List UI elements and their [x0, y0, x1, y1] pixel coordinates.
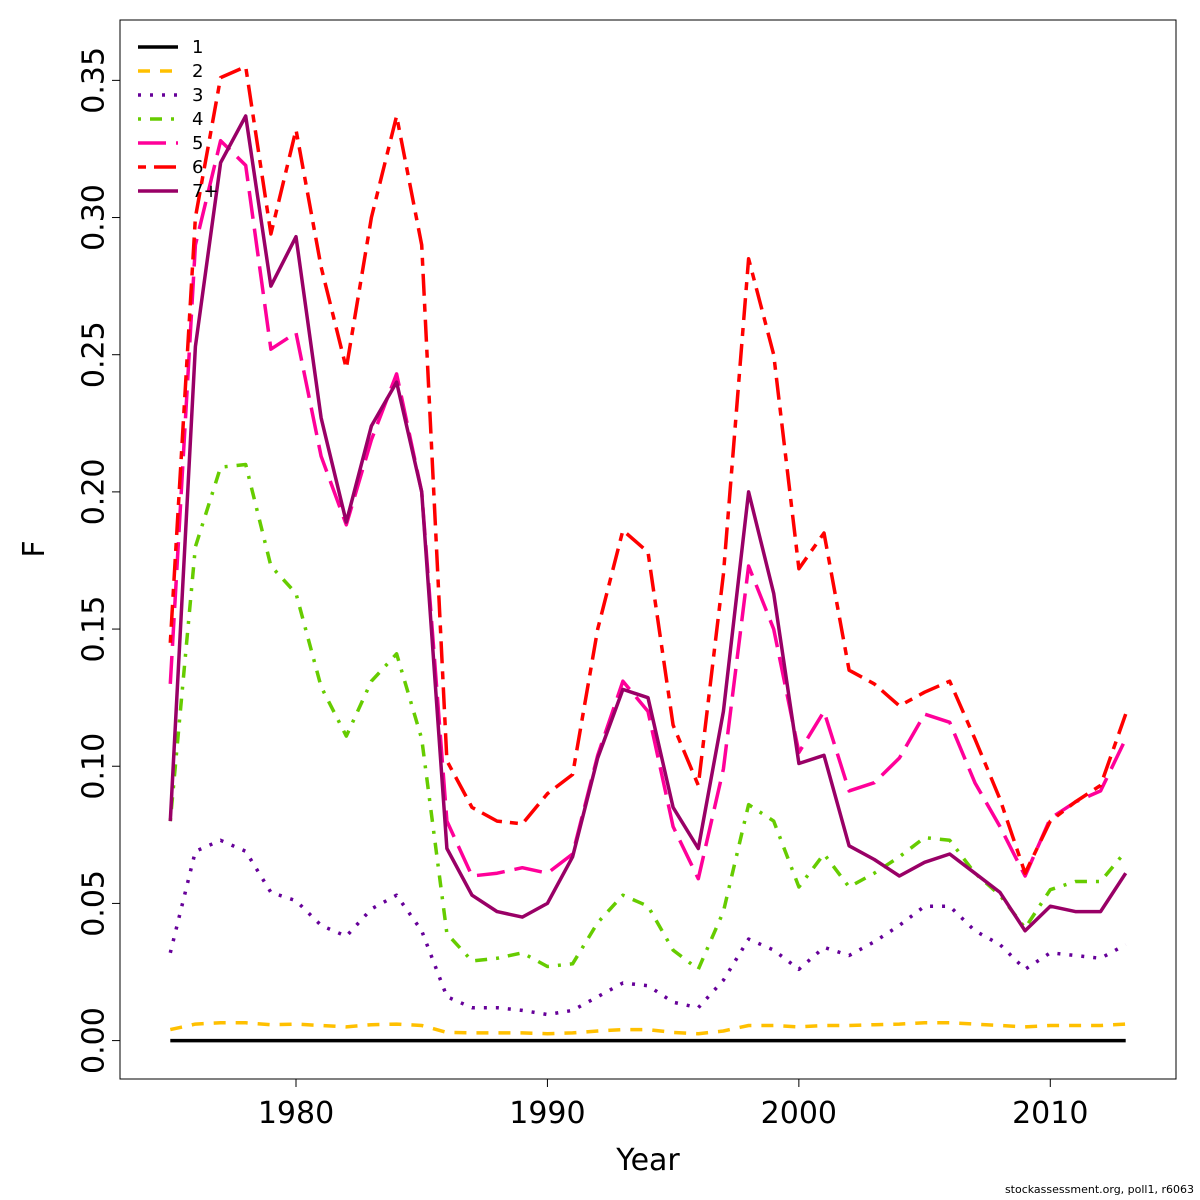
y-axis: 0.00 0.05 0.10 0.15 0.20 0.25 0.30 0.35	[77, 47, 120, 1074]
legend-label: 5	[192, 133, 203, 154]
series-line-4	[168, 462, 1128, 972]
legend-label: 2	[192, 61, 203, 82]
y-tick-label: 0.30	[77, 184, 112, 251]
legend-label: 1	[192, 37, 203, 58]
credit-text: stockassessment.org, poll1, r6063	[1004, 1183, 1194, 1196]
plot-frame	[119, 19, 1177, 1080]
x-tick-label: 2010	[1012, 1096, 1088, 1131]
series-line-3	[168, 838, 1127, 1017]
y-tick-label: 0.20	[77, 458, 112, 525]
x-tick-label: 1980	[258, 1096, 334, 1131]
y-tick-label: 0.00	[77, 1007, 112, 1074]
y-tick-label: 0.15	[77, 596, 112, 663]
series-line-2	[169, 1021, 1126, 1036]
x-tick-label: 2000	[761, 1096, 837, 1131]
series-lines	[168, 64, 1128, 1043]
y-tick-label: 0.10	[77, 733, 112, 800]
series-line-6	[168, 64, 1128, 875]
legend-label: 7+	[192, 181, 219, 202]
y-tick-label: 0.25	[77, 321, 112, 388]
legend-label: 4	[192, 109, 203, 130]
x-axis: 1980 1990 2000 2010	[258, 1079, 1088, 1131]
legend-label: 3	[192, 85, 203, 106]
y-tick-label: 0.05	[77, 870, 112, 937]
series-line-5	[168, 138, 1128, 881]
series-line-7plus	[168, 114, 1128, 933]
x-axis-title: Year	[615, 1143, 680, 1178]
legend: 1 2 3 4 5 6 7+	[138, 37, 219, 202]
y-tick-label: 0.35	[77, 47, 112, 114]
x-tick-label: 1990	[509, 1096, 585, 1131]
legend-label: 6	[192, 157, 203, 178]
y-axis-title: F	[17, 540, 52, 557]
